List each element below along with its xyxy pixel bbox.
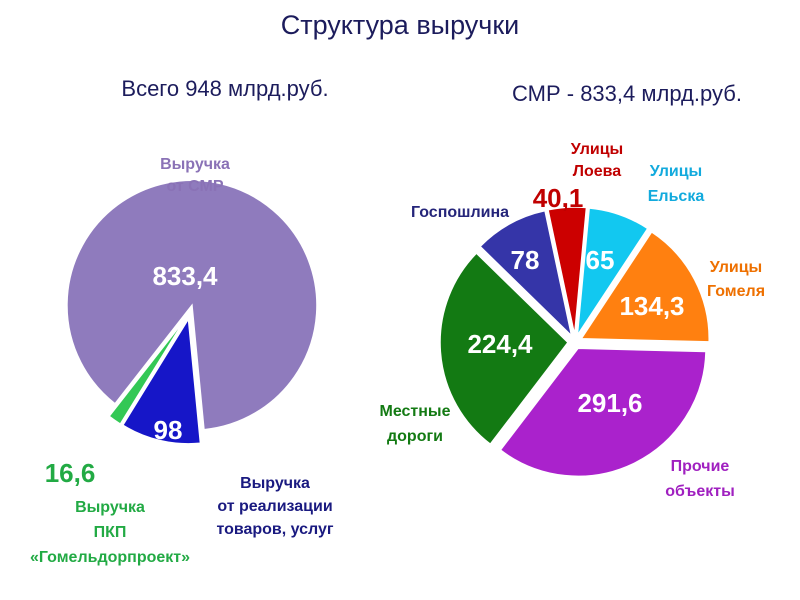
slice-label: от реализации [217,498,332,515]
chart-title: Структура выручки [281,10,520,40]
value-label: 224,4 [467,329,533,359]
slice-label: Улицы [571,141,623,158]
slice-label: «Гомельдорпроект» [30,549,190,566]
value-label: 16,6 [45,458,96,488]
subtitle: Всего 948 млрд.руб. [121,76,328,101]
value-label: 40,1 [533,183,584,213]
pie-slice [121,316,202,445]
slice-label: Выручка [160,156,230,173]
pie-slice [576,207,649,336]
slice-label: Гомеля [707,283,765,300]
slice-label: Прочие [671,458,730,475]
value-label: 78 [511,245,540,275]
slice-label: дороги [387,428,443,445]
pie-slice [66,179,318,431]
slice-label: Улицы [710,259,762,276]
pie-slice [107,317,187,426]
subtitle: СМР - 833,4 млрд.руб. [512,81,742,106]
pie-slice [499,347,707,478]
slice-label: Улицы [650,163,702,180]
slice-label: Выручка [240,475,310,492]
slice-label: от СМР [167,178,224,195]
value-label: 833,4 [152,261,218,291]
slice-label: Местные [380,403,451,420]
pie-slice [478,209,573,339]
value-label: 134,3 [619,291,684,321]
slice-label: Ельска [648,188,705,205]
slice-label: ПКП [94,524,127,541]
value-label: 65 [586,245,615,275]
slice-label: Выручка [75,499,145,516]
pie-slice [439,252,570,446]
slice-label: объекты [665,483,735,500]
slice-label: товаров, услуг [216,521,333,538]
pie-slice [547,206,588,336]
value-label: 98 [154,415,183,445]
pie-slice [579,230,710,343]
slice-label: Лоева [573,163,622,180]
value-label: 291,6 [577,388,642,418]
slice-label: Госпошлина [411,204,509,221]
